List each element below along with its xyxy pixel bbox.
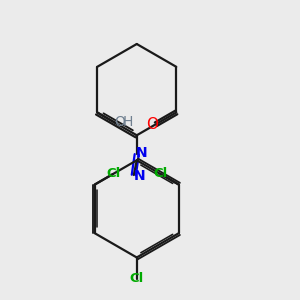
Text: O: O — [115, 115, 126, 129]
Text: H: H — [122, 115, 133, 129]
Text: Cl: Cl — [130, 272, 144, 285]
Text: Cl: Cl — [106, 167, 120, 181]
Text: N: N — [133, 169, 145, 183]
Text: O: O — [146, 117, 158, 132]
Text: Cl: Cl — [153, 167, 168, 181]
Text: N: N — [136, 146, 148, 160]
